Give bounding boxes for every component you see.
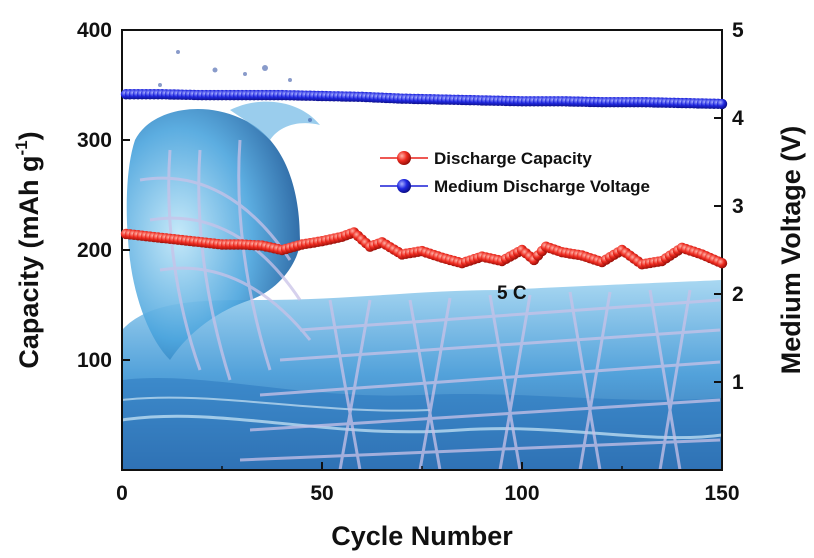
y-left-axis-title: Capacity (mAh g-1) — [12, 131, 44, 368]
legend: Discharge Capacity Medium Discharge Volt… — [380, 149, 650, 196]
data-series — [120, 89, 728, 270]
x-tick-label: 150 — [704, 482, 739, 505]
y-left-tick-label: 200 — [77, 239, 112, 262]
legend-marker-medium-voltage — [397, 179, 411, 193]
series-discharge-capacity — [120, 227, 728, 270]
y-right-axis-title: Medium Voltage (V) — [776, 126, 806, 375]
x-tick-label: 100 — [504, 482, 539, 505]
axis-tick-labels: 0 50 100 150 100 200 300 400 1 2 3 4 5 — [77, 19, 744, 505]
x-tick-label: 50 — [310, 482, 333, 505]
y-left-tick-label: 100 — [77, 349, 112, 372]
legend-label-discharge-capacity: Discharge Capacity — [434, 149, 592, 168]
data-point — [716, 258, 728, 269]
y-right-tick-label: 2 — [732, 283, 744, 306]
y-right-tick-label: 1 — [732, 371, 744, 394]
y-right-tick-label: 4 — [732, 107, 744, 130]
y-left-axis-title-superscript: -1 — [12, 140, 31, 155]
y-left-axis-title-base: Capacity (mAh g — [14, 156, 44, 369]
y-right-tick-label: 5 — [732, 19, 744, 42]
x-tick-label: 0 — [116, 482, 128, 505]
water-wave-background — [122, 50, 722, 470]
rate-annotation: 5 C — [497, 283, 527, 304]
y-left-axis-title-close: ) — [14, 131, 44, 140]
series-medium-discharge-voltage — [120, 89, 728, 110]
data-point — [716, 98, 728, 110]
x-axis-title: Cycle Number — [331, 521, 513, 551]
legend-marker-discharge-capacity — [397, 151, 411, 165]
y-left-tick-label: 400 — [77, 19, 112, 42]
y-right-tick-label: 3 — [732, 195, 744, 218]
axis-ticks — [121, 29, 723, 470]
legend-label-medium-voltage: Medium Discharge Voltage — [434, 177, 650, 196]
y-left-tick-label: 300 — [77, 129, 112, 152]
